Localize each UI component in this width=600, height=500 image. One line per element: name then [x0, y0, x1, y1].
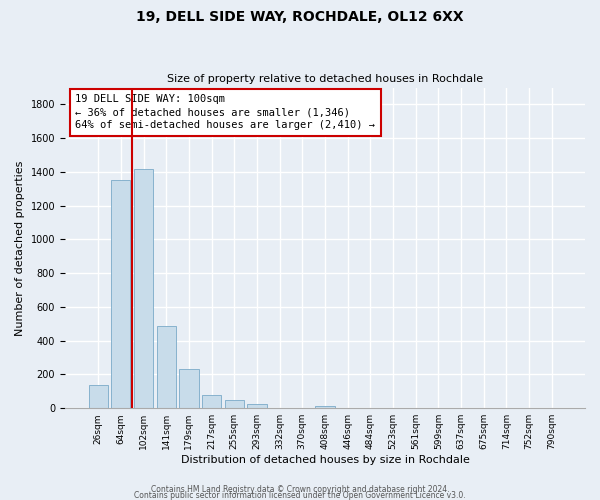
Text: Contains public sector information licensed under the Open Government Licence v3: Contains public sector information licen… — [134, 490, 466, 500]
Bar — [89, 384, 108, 408]
Text: Contains HM Land Registry data © Crown copyright and database right 2024.: Contains HM Land Registry data © Crown c… — [151, 484, 449, 494]
Bar — [179, 370, 199, 408]
Bar — [134, 170, 153, 408]
X-axis label: Distribution of detached houses by size in Rochdale: Distribution of detached houses by size … — [181, 455, 469, 465]
Bar — [202, 394, 221, 408]
Title: Size of property relative to detached houses in Rochdale: Size of property relative to detached ho… — [167, 74, 483, 84]
Text: 19 DELL SIDE WAY: 100sqm
← 36% of detached houses are smaller (1,346)
64% of sem: 19 DELL SIDE WAY: 100sqm ← 36% of detach… — [76, 94, 376, 130]
Bar — [111, 180, 130, 408]
Bar — [316, 406, 335, 408]
Bar — [247, 404, 266, 408]
Bar — [157, 326, 176, 408]
Bar — [224, 400, 244, 408]
Text: 19, DELL SIDE WAY, ROCHDALE, OL12 6XX: 19, DELL SIDE WAY, ROCHDALE, OL12 6XX — [136, 10, 464, 24]
Y-axis label: Number of detached properties: Number of detached properties — [15, 160, 25, 336]
